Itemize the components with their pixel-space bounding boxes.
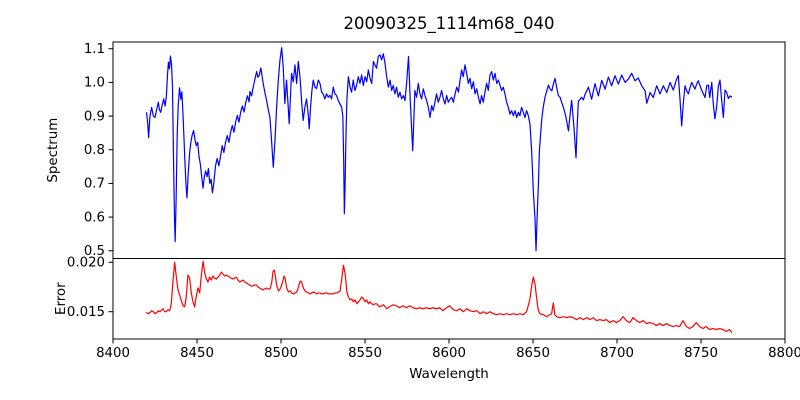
panel-frame-1 [112,258,786,340]
x-axis-label: Wavelength [409,367,488,382]
x-tick-label: 8600 [432,346,466,361]
y-tick-label: 0.5 [84,244,105,259]
x-tick-label: 8800 [768,346,800,361]
error-line [146,260,733,334]
y-tick-label: 0.6 [84,210,105,225]
x-tick-label: 8650 [516,346,550,361]
y-tick-label: 0.8 [84,143,105,158]
x-tick-label: 8700 [600,346,634,361]
y-tick-label: 0.015 [67,305,105,320]
x-tick-label: 8500 [264,346,298,361]
y-axis-label-error: Error [54,282,69,315]
chart-title: 20090325_1114m68_040 [343,14,554,34]
x-tick-label: 8400 [96,346,130,361]
y-tick-label: 0.020 [67,256,105,271]
y-tick-label: 1.1 [84,42,105,57]
x-tick-label: 8450 [180,346,214,361]
y-tick-label: 1.0 [84,76,105,91]
panel-frame-0 [112,41,786,259]
y-tick-label: 0.7 [84,177,105,192]
x-tick-label: 8750 [684,346,718,361]
x-tick-label: 8550 [348,346,382,361]
spectrum-line [146,47,733,252]
y-tick-label: 0.9 [84,109,105,124]
y-axis-label-spectrum: Spectrum [46,118,61,183]
plot-area: 1.1 1.0 0.9 0.8 0.7 0.6 0.50.020 0.015 8400 8450 8… [67,41,800,361]
